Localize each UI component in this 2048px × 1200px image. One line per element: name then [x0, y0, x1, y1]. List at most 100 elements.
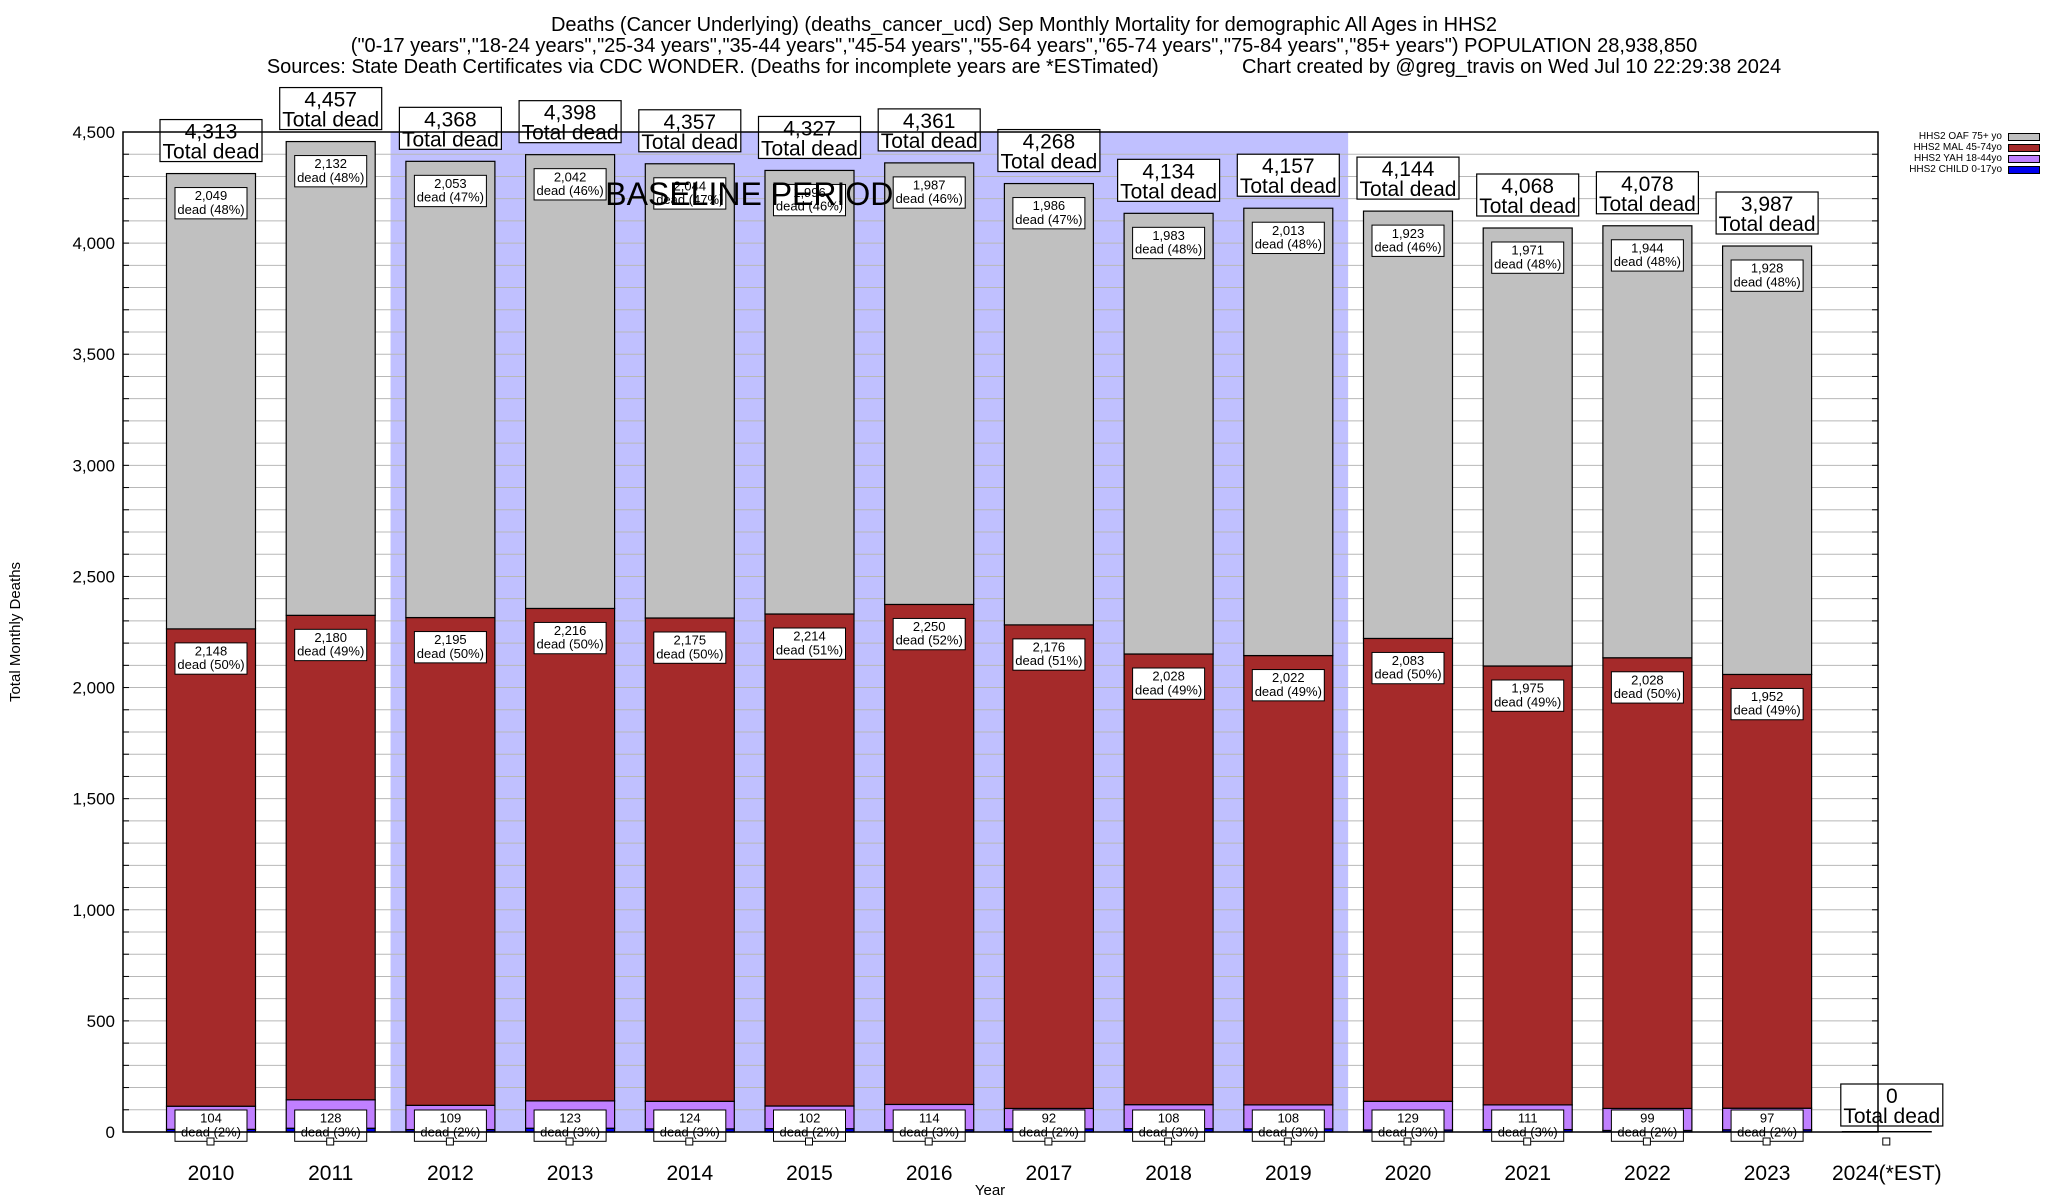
segment-label: 2,053 — [434, 176, 467, 191]
segment-label: dead (47%) — [656, 192, 723, 207]
segment-label: dead (49%) — [297, 644, 364, 659]
plot-frame — [122, 131, 1879, 1133]
bar-segment — [884, 162, 975, 606]
total-label-value: 4,134 — [1142, 160, 1195, 183]
y-tick-label: 500 — [87, 1012, 115, 1031]
total-label-box — [997, 128, 1101, 173]
legend-label: HHS2 CHILD 0-17yo — [1909, 164, 2002, 175]
x-tick-label: 2018 — [1145, 1162, 1192, 1185]
total-label-text: Total dead — [163, 141, 260, 164]
y-tick-label: 4,500 — [72, 123, 115, 142]
legend-label: HHS2 OAF 75+ yo — [1918, 131, 2002, 142]
segment-label: 2,216 — [554, 623, 587, 638]
bar-segment — [1482, 665, 1573, 1106]
segment-label: 2,013 — [1272, 223, 1305, 238]
segment-label: 109 — [440, 1111, 462, 1126]
segment-label-box — [174, 1109, 248, 1142]
segment-label-box — [892, 176, 966, 209]
segment-label-box — [294, 155, 368, 188]
x-tick-label: 2015 — [786, 1162, 833, 1185]
y-tick-label: 2,500 — [72, 567, 115, 586]
segment-label-box — [294, 628, 368, 662]
segment-label: dead (49%) — [1135, 682, 1202, 697]
total-label-value: 4,357 — [664, 111, 717, 134]
legend-item-oaf: HHS2 OAF 75+ yo — [1909, 131, 2040, 142]
child-label-marker — [805, 1137, 813, 1146]
bar-segment — [285, 140, 376, 616]
segment-label: dead (50%) — [1614, 686, 1681, 701]
segment-label: 99 — [1640, 1111, 1654, 1126]
legend-item-child: HHS2 CHILD 0-17yo — [1909, 164, 2040, 175]
legend-swatch — [2008, 132, 2040, 141]
total-label-text: Total dead — [1599, 193, 1696, 216]
segment-label-box — [653, 177, 727, 210]
segment-label: dead (49%) — [1733, 703, 1800, 718]
child-label-marker — [1882, 1137, 1891, 1146]
segment-label: 104 — [200, 1111, 222, 1126]
segment-label: dead (50%) — [1374, 667, 1441, 682]
segment-label: 1,986 — [1033, 198, 1066, 213]
bar-segment — [1003, 624, 1095, 1110]
total-label-box — [279, 86, 383, 131]
total-label-value: 0 — [1886, 1085, 1898, 1108]
total-label-box — [518, 100, 622, 144]
y-tick-label: 2,000 — [72, 679, 115, 698]
segment-label: dead (48%) — [1135, 242, 1202, 257]
segment-label: dead (48%) — [177, 202, 244, 217]
segment-label-box — [1491, 1109, 1565, 1142]
segment-label: 1,952 — [1751, 689, 1784, 704]
total-label-text: Total dead — [1843, 1105, 1940, 1128]
bar-group-2020 — [1362, 210, 1454, 1133]
child-label-marker — [1283, 1137, 1292, 1146]
segment-label-box — [1251, 221, 1325, 255]
child-label-marker — [1164, 1137, 1173, 1146]
segment-label-box — [533, 168, 607, 201]
total-label-text: Total dead — [1360, 178, 1457, 201]
segment-label: dead (48%) — [1614, 254, 1681, 269]
segment-label: dead (48%) — [1255, 237, 1322, 252]
total-label-text: Total dead — [1120, 180, 1217, 203]
segment-label-box — [1132, 226, 1206, 260]
child-label-marker — [1523, 1137, 1532, 1146]
segment-label: dead (50%) — [656, 646, 723, 661]
segment-label: 2,022 — [1272, 670, 1305, 685]
bar-segment — [1482, 227, 1573, 667]
bar-segment — [1003, 182, 1095, 626]
total-label-text: Total dead — [282, 109, 379, 132]
segment-label-box — [413, 631, 487, 664]
bar-group-2011 — [285, 140, 376, 1133]
segment-label: 1,971 — [1511, 243, 1544, 258]
segment-label-box — [892, 617, 966, 651]
segment-label: 1,975 — [1511, 681, 1544, 696]
total-label-box — [159, 118, 263, 163]
y-tick-label: 0 — [106, 1123, 115, 1142]
legend-swatch — [2008, 165, 2040, 174]
y-axis-label: Total Monthly Deaths — [7, 562, 24, 702]
y-tick-label: 3,000 — [72, 456, 115, 475]
legend-label: HHS2 YAH 18-44yo — [1913, 153, 2002, 164]
bar-segment — [1721, 245, 1813, 676]
segment-label: 2,049 — [195, 188, 228, 203]
segment-label-box — [1730, 259, 1804, 292]
segment-label: dead (52%) — [896, 633, 963, 648]
bar-segment — [1243, 654, 1334, 1106]
bar-segment — [1123, 653, 1214, 1106]
bar-segment — [165, 628, 257, 1107]
segment-label: dead (50%) — [536, 637, 603, 652]
segment-label: dead (50%) — [177, 657, 244, 672]
bar-segment — [1123, 212, 1214, 655]
segment-label: 1,923 — [1392, 226, 1425, 241]
segment-label: dead (49%) — [1494, 694, 1561, 709]
total-label-value: 4,268 — [1023, 131, 1076, 154]
x-tick-label: 2014 — [666, 1162, 713, 1185]
segment-label: 129 — [1397, 1111, 1419, 1126]
segment-label: 2,180 — [314, 630, 347, 645]
segment-label-box — [1371, 224, 1445, 257]
segment-label: 2,083 — [1392, 653, 1425, 668]
child-label-marker — [326, 1137, 335, 1146]
total-label-text: Total dead — [1719, 213, 1816, 236]
total-label-box — [877, 108, 981, 152]
segment-label: 108 — [1277, 1111, 1299, 1126]
segment-label-box — [533, 1109, 607, 1142]
segment-label: dead (46%) — [776, 199, 843, 214]
